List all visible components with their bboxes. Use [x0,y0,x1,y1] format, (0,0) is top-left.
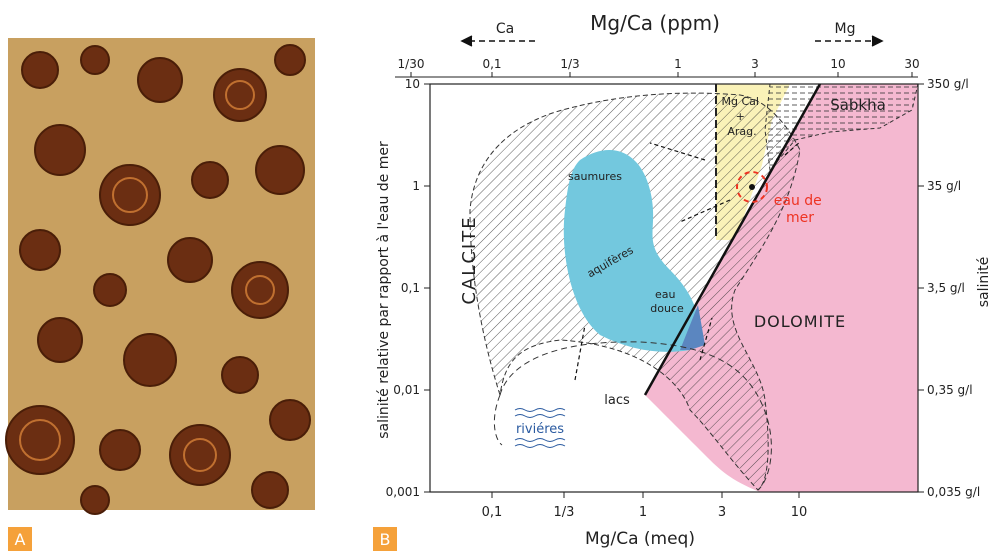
diagram: CALCITE DOLOMITE Sabkha eau de mer Mg Ca… [376,11,992,549]
panel-label: B [380,530,391,549]
direction-arrows [462,36,882,46]
panel-label: A [15,530,26,549]
right-tick-label: 0,35 g/l [927,383,973,397]
left-tick-label: 0,1 [401,281,420,295]
top-axis-arrow-label: Ca [496,21,514,37]
top-tick-label: 30 [904,57,919,71]
bottom-tick-label: 1/3 [554,505,575,520]
right-tick-label: 3,5 g/l [927,281,965,295]
left-tick-label: 0,01 [393,383,420,397]
top-axis-title: Mg/Ca (ppm) [590,11,720,35]
right-axis-title: salinité [976,257,992,308]
region-label: CALCITE [459,215,480,304]
top-axis-arrow-label: Mg [835,21,856,37]
left-tick-label: 10 [405,77,420,91]
right-tick-label: 35 g/l [927,179,961,193]
region-label: eau douce [650,288,684,315]
region-label: riviéres [516,422,564,437]
left-tick-label: 1 [412,179,420,193]
region-label: lacs [604,393,630,408]
region-label: DOLOMITE [754,312,846,331]
top-tick-label: 1/3 [560,57,579,71]
bottom-tick-label: 10 [791,505,808,520]
top-tick-label: 3 [751,57,759,71]
micrograph [6,38,315,514]
top-tick-label: 1/30 [398,57,425,71]
region-label: saumures [568,170,622,183]
right-tick-label: 0,035 g/l [927,485,980,499]
top-tick-label: 1 [674,57,682,71]
left-tick-label: 0,001 [386,485,420,499]
top-tick-label: 0,1 [482,57,501,71]
bottom-tick-label: 0,1 [482,505,503,520]
right-tick-label: 350 g/l [927,77,969,91]
bottom-tick-label: 1 [639,505,647,520]
bottom-axis-title: Mg/Ca (meq) [585,529,695,549]
top-tick-label: 10 [830,57,845,71]
bottom-tick-label: 3 [718,505,726,520]
figure: A B CALCITE DOLOMITE Sabkha eau de mer [0,0,993,551]
region-label: Sabkha [830,96,886,114]
left-axis-title: salinité relative par rapport à l'eau de… [376,141,392,439]
sea-water-point [749,184,755,190]
